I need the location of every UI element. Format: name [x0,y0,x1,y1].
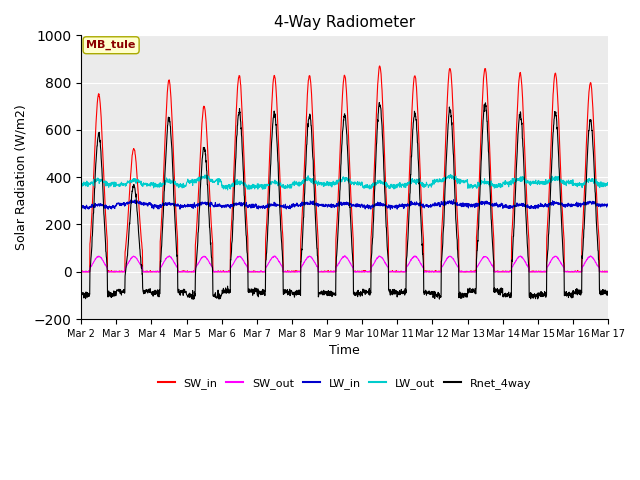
Y-axis label: Solar Radiation (W/m2): Solar Radiation (W/m2) [15,104,28,250]
Legend: SW_in, SW_out, LW_in, LW_out, Rnet_4way: SW_in, SW_out, LW_in, LW_out, Rnet_4way [154,373,536,393]
Text: MB_tule: MB_tule [86,40,136,50]
Title: 4-Way Radiometer: 4-Way Radiometer [274,15,415,30]
X-axis label: Time: Time [329,344,360,357]
